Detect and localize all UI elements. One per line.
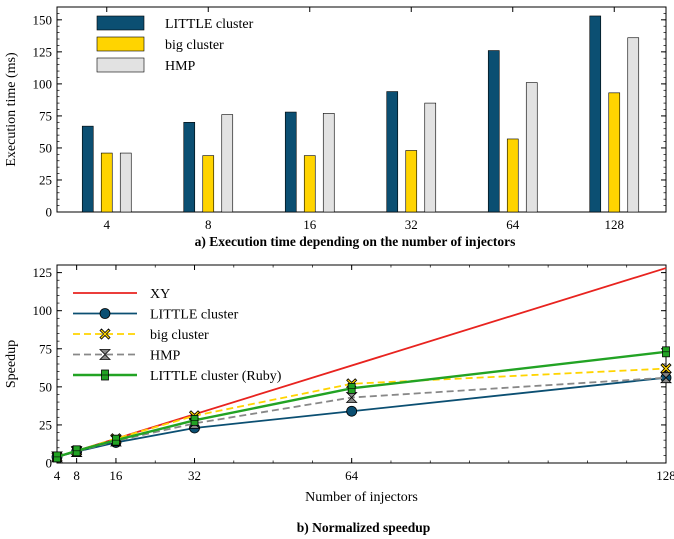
y-tick-label-b: 75 (39, 341, 52, 356)
legend-swatch-big-cluster (96, 36, 145, 52)
y-tick-label-b: 50 (39, 379, 52, 394)
y-tick-label-a: 75 (39, 108, 52, 123)
line-little-cluster (56, 376, 667, 458)
point-little-cluster-64 (346, 405, 358, 417)
point-hmp-128 (660, 372, 672, 384)
y-tick-label-b: 125 (33, 265, 53, 280)
line-big-cluster (56, 367, 667, 458)
legend-marker-big-cluster (99, 328, 111, 340)
bar-little-cluster-128 (589, 15, 602, 213)
bar-big-cluster-32 (405, 150, 418, 213)
line-hmp (56, 376, 667, 458)
speedup-line-chart: 0 25 50 75 100 125 4 8 16 32 64 128 Speedup Number… (4, 264, 674, 535)
y-tick-label-a: 125 (33, 44, 53, 59)
bar-little-cluster-64 (487, 50, 500, 213)
legend-label-little-cluster-ruby: LITTLE cluster (Ruby) (150, 369, 282, 384)
bar-hmp-4 (119, 152, 132, 213)
bar-little-cluster-32 (386, 91, 399, 213)
bar-hmp-32 (424, 102, 437, 213)
y-tick-label-a: 25 (39, 172, 52, 187)
line-little-cluster-ruby (56, 350, 667, 459)
legend-marker-little-cluster (99, 308, 111, 319)
bar-little-cluster-4 (81, 125, 94, 213)
point-big-cluster-128 (660, 363, 672, 375)
bar-big-cluster-128 (608, 92, 621, 213)
bar-little-cluster-8 (183, 122, 196, 213)
y-axis-label-b: Speedup (4, 340, 19, 388)
x-tick-label-b: 32 (188, 468, 201, 483)
x-tick-label-a: 128 (605, 217, 625, 232)
plot-frame-a (56, 6, 667, 213)
series-lines-b (51, 267, 672, 463)
caption-b: b) Normalized speedup (297, 520, 431, 535)
y-tick-label-b: 100 (33, 303, 53, 318)
legend-swatch-hmp (96, 57, 145, 73)
bar-hmp-128 (627, 37, 640, 213)
legend-label-little-cluster: LITTLE cluster (165, 17, 254, 32)
legend-swatch-little-cluster (96, 15, 145, 31)
legend-label-hmp: HMP (150, 349, 181, 364)
caption-a: a) Execution time depending on the numbe… (195, 234, 516, 249)
legend-label-little-cluster: LITTLE cluster (150, 308, 239, 323)
bars-a (81, 15, 640, 213)
y-tick-label-a: 100 (33, 76, 53, 91)
x-axis-b: 4 8 16 32 64 128 (54, 265, 674, 483)
x-tick-label-a: 4 (104, 217, 111, 232)
x-tick-label-a: 8 (205, 217, 212, 232)
x-tick-label-b: 4 (54, 468, 61, 483)
bar-big-cluster-16 (303, 155, 316, 213)
x-tick-label-a: 32 (405, 217, 418, 232)
bar-big-cluster-64 (506, 138, 519, 213)
y-tick-label-a: 0 (46, 205, 53, 220)
legend-label-big-cluster: big cluster (150, 328, 209, 343)
bar-hmp-8 (221, 114, 234, 213)
legend-label-big-cluster: big cluster (165, 38, 224, 53)
y-axis-label-a: Execution time (ms) (4, 52, 19, 167)
legend-label-xy: XY (150, 287, 170, 302)
bar-big-cluster-8 (202, 155, 215, 213)
y-tick-label-a: 50 (39, 140, 52, 155)
bar-hmp-64 (525, 82, 538, 213)
y-tick-label-a: 150 (33, 12, 53, 27)
y-axis-a: 0 25 50 75 100 125 150 (33, 6, 666, 220)
x-tick-label-a: 64 (506, 217, 520, 232)
x-tick-label-a: 16 (303, 217, 317, 232)
legend-marker-hmp (99, 349, 111, 360)
line-xy (56, 267, 667, 458)
legend-b: XY LITTLE cluster big cluster HMP LITTLE clu… (73, 287, 282, 384)
x-tick-label-b: 16 (109, 468, 123, 483)
legend-label-hmp: HMP (165, 59, 196, 74)
legend-a: LITTLE cluster big cluster HMP (96, 15, 254, 74)
x-tick-label-b: 64 (345, 468, 359, 483)
bar-little-cluster-16 (284, 111, 297, 213)
y-axis-b: 0 25 50 75 100 125 (33, 264, 666, 471)
x-tick-label-b: 128 (656, 468, 674, 483)
bar-big-cluster-4 (100, 152, 113, 213)
x-tick-label-b: 8 (73, 468, 80, 483)
bar-hmp-16 (322, 113, 335, 213)
y-tick-label-b: 0 (46, 456, 53, 471)
y-tick-label-b: 25 (39, 417, 52, 432)
x-axis-label-b: Number of injectors (305, 490, 418, 505)
execution-time-bar-chart: 0 25 50 75 100 125 150 4 8 16 32 64 128 Execution t… (4, 6, 667, 249)
